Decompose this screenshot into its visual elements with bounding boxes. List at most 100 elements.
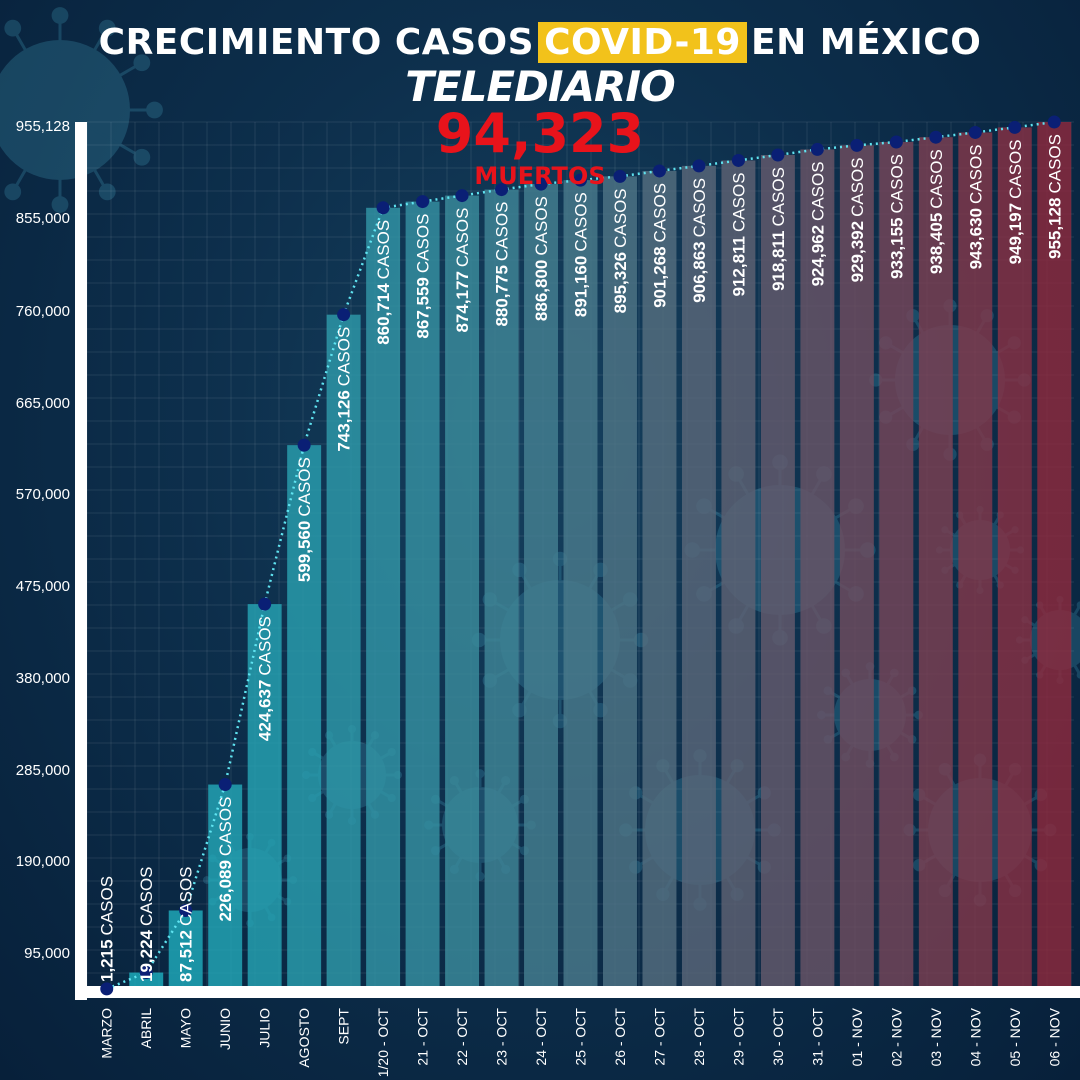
bar: [642, 170, 677, 990]
data-point: [613, 169, 627, 183]
bar: [326, 314, 361, 990]
data-point: [258, 597, 272, 611]
x-tick-label: 22 - OCT: [454, 1008, 470, 1066]
bar-value-label: 955,128CASOS: [1045, 134, 1064, 259]
bar: [247, 604, 282, 990]
bar-value-label: 226,089CASOS: [216, 797, 235, 922]
data-point: [1008, 120, 1022, 134]
x-tick-label: 21 - OCT: [415, 1008, 431, 1066]
bar: [997, 127, 1032, 991]
bar: [208, 784, 243, 990]
data-point: [179, 903, 193, 917]
data-point: [1047, 115, 1061, 129]
y-axis-line: [75, 122, 87, 1000]
x-axis-line: [75, 986, 1080, 998]
x-tick-label: 04 - NOV: [967, 1007, 983, 1066]
bar: [603, 176, 637, 990]
data-point: [810, 142, 824, 156]
y-tick-label: 95,000: [24, 945, 70, 962]
x-tick-label: 01 - NOV: [849, 1007, 865, 1066]
bar: [168, 910, 203, 990]
data-point: [731, 153, 745, 167]
brand-logo: TELEDIARIO: [405, 62, 675, 111]
y-tick-label: 475,000: [16, 578, 70, 595]
x-tick-label: MAYO: [178, 1008, 194, 1048]
bar: [405, 201, 440, 991]
bar: [839, 145, 874, 991]
x-tick-label: ABRIL: [138, 1008, 154, 1049]
data-point: [416, 195, 430, 209]
bar-value-label: 929,392CASOS: [848, 157, 867, 282]
x-tick-label: SEPT: [336, 1008, 352, 1045]
y-tick-label: 190,000: [16, 853, 70, 870]
bar-value-label: 901,268CASOS: [650, 183, 669, 308]
bar-value-label: 943,630CASOS: [966, 144, 985, 269]
x-tick-label: 1/20 - OCT: [375, 1008, 391, 1078]
data-point: [495, 183, 509, 197]
bar: [445, 195, 480, 991]
y-tick-label: 380,000: [16, 670, 70, 687]
data-point: [574, 173, 587, 187]
x-tick-label: 03 - NOV: [928, 1007, 944, 1066]
deaths-label: MUERTOS: [474, 162, 606, 190]
data-point: [534, 177, 548, 191]
bar-value-label: 949,197CASOS: [1006, 139, 1025, 264]
bar-value-label: 19,224CASOS: [137, 866, 156, 982]
x-tick-label: MARZO: [99, 1008, 115, 1059]
bar-value-label: 874,177CASOS: [453, 208, 472, 333]
bar: [681, 165, 716, 991]
data-point: [652, 164, 666, 178]
x-tick-label: 05 - NOV: [1007, 1007, 1023, 1066]
bar-value-label: 918,811CASOS: [769, 167, 788, 291]
bar-value-label: 912,811CASOS: [729, 172, 748, 296]
bar: [800, 149, 835, 991]
bar: [366, 207, 401, 990]
x-tick-label: 24 - OCT: [533, 1008, 549, 1066]
x-tick-label: 29 - OCT: [730, 1008, 746, 1066]
bar-value-label: 743,126CASOS: [335, 327, 354, 452]
bar-value-label: 938,405CASOS: [927, 149, 946, 274]
data-point: [889, 135, 903, 149]
x-tick-label: 25 - OCT: [573, 1008, 589, 1066]
x-tick-label: 23 - OCT: [494, 1008, 510, 1066]
bar-value-label: 867,559CASOS: [414, 214, 433, 339]
data-point: [771, 148, 785, 162]
data-point: [376, 201, 390, 215]
bar: [524, 184, 558, 990]
title-after: EN MÉXICO: [750, 22, 982, 63]
x-tick-label: 31 - OCT: [809, 1008, 825, 1066]
x-tick-label: 30 - OCT: [770, 1008, 786, 1066]
deaths-count: 94,323: [435, 102, 645, 165]
bar: [918, 137, 953, 990]
bar-value-label: 1,215CASOS: [98, 876, 117, 982]
bar: [879, 141, 914, 990]
x-tick-label: 02 - NOV: [888, 1007, 904, 1066]
data-point: [297, 438, 311, 452]
data-point: [218, 778, 232, 792]
data-point: [929, 130, 943, 144]
bar-value-label: 933,155CASOS: [887, 154, 906, 279]
bar-value-label: 895,326CASOS: [611, 188, 630, 313]
y-tick-label: 760,000: [16, 303, 70, 320]
data-point: [968, 125, 982, 139]
x-tick-label: 27 - OCT: [651, 1008, 667, 1066]
y-tick-label: 955,128: [16, 118, 70, 135]
x-tick-label: 28 - OCT: [691, 1008, 707, 1066]
x-tick-label: JULIO: [257, 1008, 273, 1048]
bar-value-label: 599,560CASOS: [295, 457, 314, 582]
bar: [958, 132, 993, 990]
bar: [484, 189, 519, 990]
x-tick-label: JUNIO: [217, 1008, 233, 1050]
x-tick-label: 06 - NOV: [1046, 1007, 1062, 1066]
bar-value-label: 424,637CASOS: [256, 616, 275, 741]
bar: [1037, 122, 1072, 990]
bar-value-label: 87,512CASOS: [177, 866, 196, 982]
bar-value-label: 880,775CASOS: [493, 202, 512, 327]
data-point: [850, 138, 864, 152]
virus-icon: [0, 7, 163, 213]
data-point: [692, 159, 706, 173]
title-highlight: COVID-19: [538, 22, 747, 63]
bar: [287, 445, 322, 990]
y-tick-label: 570,000: [16, 486, 70, 503]
